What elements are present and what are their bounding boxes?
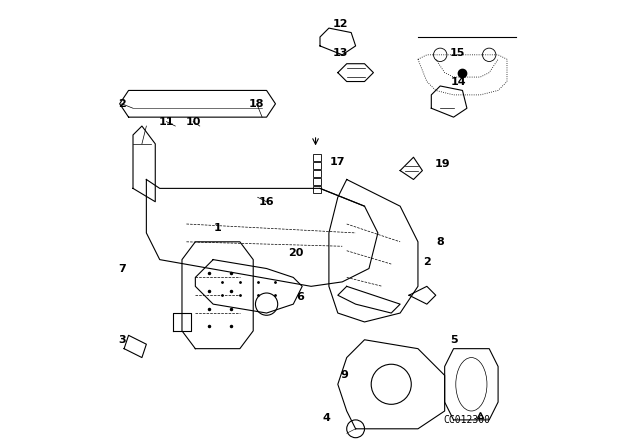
Bar (314, 178, 321, 185)
Bar (314, 162, 321, 169)
Text: 12: 12 (332, 19, 348, 29)
Text: 8: 8 (436, 237, 444, 247)
Text: CC012300: CC012300 (444, 415, 490, 425)
Text: 2: 2 (118, 99, 125, 109)
Text: 1: 1 (214, 224, 221, 233)
Text: 4: 4 (323, 413, 331, 422)
Text: 18: 18 (249, 99, 264, 109)
Text: 19: 19 (435, 159, 451, 169)
Text: 2: 2 (423, 257, 431, 267)
Text: 15: 15 (449, 47, 465, 58)
Text: 20: 20 (288, 248, 303, 258)
Text: 9: 9 (340, 370, 348, 380)
Text: 5: 5 (450, 335, 458, 345)
Text: 16: 16 (259, 197, 275, 207)
Text: 13: 13 (332, 47, 348, 58)
Text: 10: 10 (186, 116, 201, 127)
Text: 7: 7 (118, 263, 125, 274)
Text: 17: 17 (330, 157, 346, 167)
Text: 11: 11 (159, 116, 174, 127)
Bar (314, 186, 321, 193)
Text: 14: 14 (450, 78, 466, 87)
Bar (314, 170, 321, 177)
Bar (314, 154, 321, 161)
Text: 6: 6 (296, 293, 304, 302)
Text: 3: 3 (118, 335, 125, 345)
